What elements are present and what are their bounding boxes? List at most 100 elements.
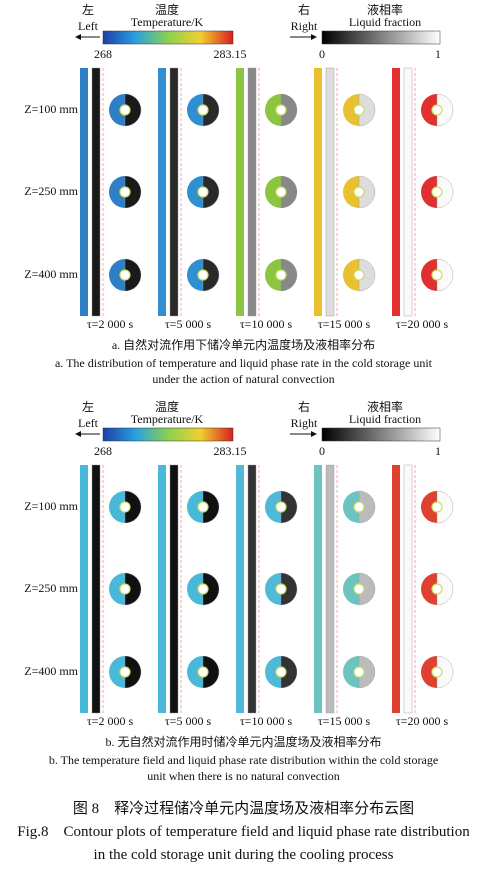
tube [431,269,443,281]
label: Right [291,19,318,33]
liquid-strip [403,464,413,714]
temperature-strip [80,465,88,713]
temperature-half [265,176,281,208]
tube [353,269,365,281]
temperature-strip [392,68,400,316]
liquid-half [124,655,142,689]
liquid-half [358,258,376,292]
label: τ=5 000 s [165,317,212,331]
label: 268 [94,47,112,61]
liquid-strip [91,464,101,714]
tube [275,269,287,281]
label: Z=250 mm [24,184,78,198]
label: 温度 [155,2,179,17]
tube [431,186,443,198]
tube [275,501,287,513]
liquid-half [280,175,298,209]
liquid-half [436,258,454,292]
temperature-half [187,573,203,605]
liquid-half [436,93,454,127]
figure-caption-cn: 图 8 释冷过程储冷单元内温度场及液相率分布云图 [72,801,415,817]
liquid-half [358,572,376,606]
temperature-half [343,491,359,523]
tube [353,666,365,678]
temperature-half [109,573,125,605]
liquid-strip [403,67,413,317]
label: Temperature/K [131,412,204,426]
caption-en: b. The temperature field and liquid phas… [48,753,439,783]
liquid-half [124,93,142,127]
label: Z=100 mm [24,499,78,513]
label: 283.15 [214,444,247,458]
temperature-half [187,491,203,523]
temperature-half [265,491,281,523]
label: 1 [435,47,441,61]
liquid-half [358,490,376,524]
temperature-half [109,491,125,523]
temperature-half [109,656,125,688]
liquid-half [202,175,220,209]
temperature-half [265,656,281,688]
liquid-half [124,175,142,209]
liquid-strip [325,464,335,714]
caption-en: a. The distribution of temperature and l… [54,356,432,386]
tube [431,104,443,116]
label: τ=15 000 s [318,317,371,331]
temperature-half [343,94,359,126]
tube [119,501,131,513]
label: Z=400 mm [24,267,78,281]
caption-cn: b. 无自然对流作用时储冷单元内温度场及液相率分布 [105,735,382,749]
liquid-half [280,490,298,524]
liquid-half [280,93,298,127]
label: Liquid fraction [349,15,421,29]
liquid-half [280,572,298,606]
liquid-half [202,572,220,606]
tube [119,666,131,678]
temperature-half [187,176,203,208]
tube [275,583,287,595]
label: 温度 [155,399,179,414]
liquid-half [436,175,454,209]
tube [353,186,365,198]
tube [431,501,443,513]
label: Z=250 mm [24,581,78,595]
tube [197,501,209,513]
temperature-strip [80,68,88,316]
label: 0 [319,444,325,458]
label: 液相率 [367,2,403,17]
liquid-half [202,93,220,127]
liquid-half [358,655,376,689]
label: τ=15 000 s [318,714,371,728]
temperature-half [421,491,437,523]
temperature-half [343,176,359,208]
temperature-half [265,573,281,605]
tube [119,104,131,116]
tube [275,186,287,198]
label: 液相率 [367,399,403,414]
tube [431,583,443,595]
liquid-half [358,175,376,209]
label: Left [78,416,99,430]
temperature-half [265,94,281,126]
tube [431,666,443,678]
tube [353,583,365,595]
tube [119,583,131,595]
label: τ=2 000 s [87,714,134,728]
tube [275,104,287,116]
temperature-half [109,259,125,291]
liquid-strip [325,67,335,317]
tube [353,104,365,116]
label: 268 [94,444,112,458]
figure-caption-en: Fig.8 Contour plots of temperature field… [17,824,470,863]
colorbar [102,30,234,45]
temperature-strip [314,68,322,316]
temperature-strip [314,465,322,713]
label: 1 [435,444,441,458]
label: Liquid fraction [349,412,421,426]
label: Temperature/K [131,15,204,29]
label: 右 [298,399,310,414]
liquid-half [280,655,298,689]
label: τ=10 000 s [240,714,293,728]
tube [119,186,131,198]
